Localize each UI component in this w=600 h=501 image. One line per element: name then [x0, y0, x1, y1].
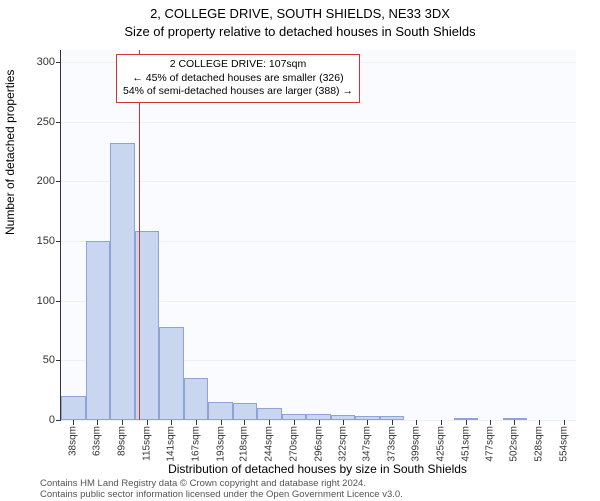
xtick-mark	[466, 420, 467, 425]
histogram-bar	[184, 378, 209, 420]
ytick-mark	[56, 62, 61, 63]
xtick-mark	[319, 420, 320, 425]
xtick-mark	[564, 420, 565, 425]
xtick-mark	[244, 420, 245, 425]
xtick-label: 425sqm	[436, 426, 447, 462]
histogram-bar	[61, 396, 86, 420]
xtick-label: 218sqm	[239, 426, 250, 462]
footer-line1: Contains HM Land Registry data © Crown c…	[40, 478, 403, 489]
xtick-label: 193sqm	[215, 426, 226, 462]
xtick-label: 167sqm	[190, 426, 201, 462]
xtick-label: 270sqm	[288, 426, 299, 462]
xtick-mark	[122, 420, 123, 425]
xtick-label: 322sqm	[338, 426, 349, 462]
histogram-bar	[110, 143, 135, 420]
xtick-label: 502sqm	[509, 426, 520, 462]
xtick-mark	[441, 420, 442, 425]
xtick-label: 63sqm	[92, 426, 103, 456]
ytick-label: 200	[37, 175, 55, 187]
chart-title-line1: 2, COLLEGE DRIVE, SOUTH SHIELDS, NE33 3D…	[0, 6, 600, 21]
annotation-line1: 2 COLLEGE DRIVE: 107sqm	[123, 58, 353, 72]
xtick-mark	[221, 420, 222, 425]
xtick-mark	[196, 420, 197, 425]
marker-vline	[139, 50, 140, 420]
xtick-mark	[294, 420, 295, 425]
ytick-mark	[56, 301, 61, 302]
annotation-line2: ← 45% of detached houses are smaller (32…	[123, 72, 353, 86]
xtick-mark	[97, 420, 98, 425]
xtick-mark	[171, 420, 172, 425]
xtick-mark	[539, 420, 540, 425]
histogram-bar	[86, 241, 111, 420]
xtick-label: 347sqm	[361, 426, 372, 462]
footer-line2: Contains public sector information licen…	[40, 489, 403, 500]
xtick-label: 477sqm	[485, 426, 496, 462]
ytick-label: 50	[43, 354, 55, 366]
xtick-label: 89sqm	[116, 426, 127, 456]
ytick-mark	[56, 181, 61, 182]
chart-title-line2: Size of property relative to detached ho…	[0, 24, 600, 39]
histogram-bar	[257, 408, 282, 420]
xtick-mark	[343, 420, 344, 425]
xtick-label: 141sqm	[166, 426, 177, 462]
xtick-mark	[269, 420, 270, 425]
footer-attribution: Contains HM Land Registry data © Crown c…	[40, 478, 403, 501]
ytick-label: 300	[37, 56, 55, 68]
annotation-line3: 54% of semi-detached houses are larger (…	[123, 85, 353, 99]
plot-area: 05010015020025030038sqm63sqm89sqm115sqm1…	[60, 50, 576, 421]
ytick-label: 150	[37, 235, 55, 247]
ytick-mark	[56, 241, 61, 242]
xtick-label: 296sqm	[313, 426, 324, 462]
xtick-mark	[392, 420, 393, 425]
ytick-label: 250	[37, 116, 55, 128]
ytick-label: 100	[37, 295, 55, 307]
xtick-label: 115sqm	[141, 426, 152, 461]
xtick-label: 554sqm	[558, 426, 569, 462]
ytick-mark	[56, 122, 61, 123]
annotation-box: 2 COLLEGE DRIVE: 107sqm ← 45% of detache…	[116, 54, 360, 103]
xtick-mark	[367, 420, 368, 425]
xtick-label: 373sqm	[386, 426, 397, 462]
xtick-mark	[416, 420, 417, 425]
ytick-mark	[56, 360, 61, 361]
xtick-mark	[73, 420, 74, 425]
xtick-label: 38sqm	[68, 426, 79, 456]
xtick-mark	[147, 420, 148, 425]
histogram-bar	[233, 403, 258, 420]
y-axis-label: Number of detached properties	[3, 70, 17, 235]
ytick-label: 0	[49, 414, 55, 426]
x-axis-label: Distribution of detached houses by size …	[60, 462, 575, 476]
xtick-mark	[490, 420, 491, 425]
xtick-mark	[514, 420, 515, 425]
xtick-label: 244sqm	[264, 426, 275, 462]
xtick-label: 528sqm	[533, 426, 544, 462]
histogram-bar	[208, 402, 233, 420]
histogram-bar	[159, 327, 184, 420]
xtick-label: 399sqm	[411, 426, 422, 462]
ytick-mark	[56, 420, 61, 421]
xtick-label: 451sqm	[460, 426, 471, 462]
